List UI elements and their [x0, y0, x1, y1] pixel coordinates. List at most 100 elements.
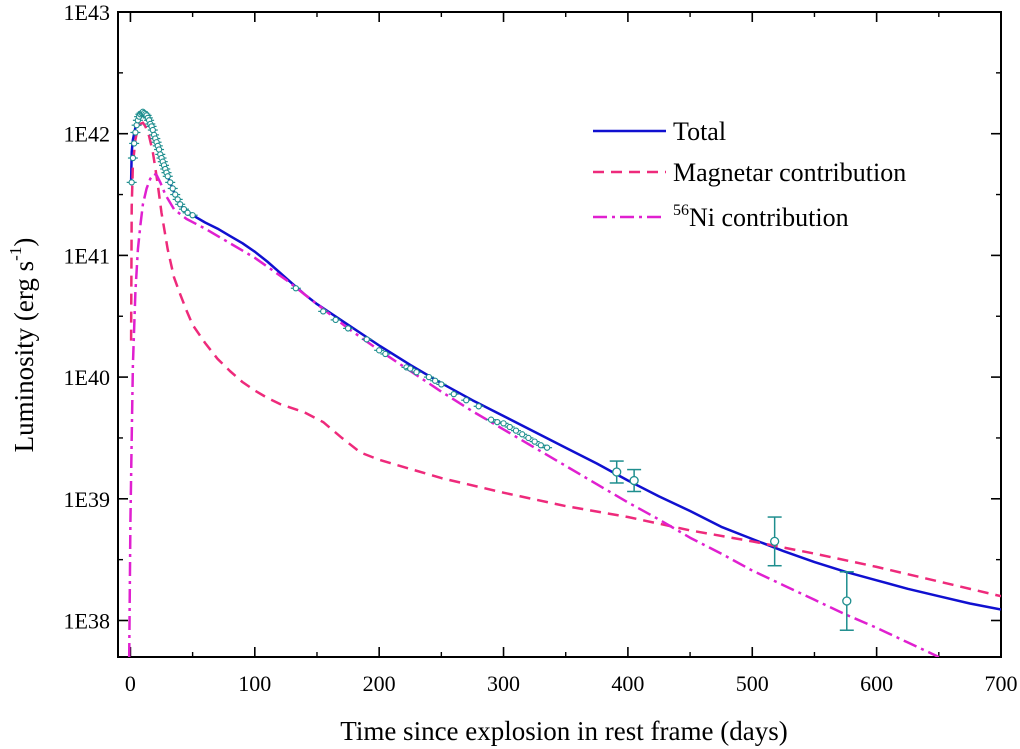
- x-tick-label: 0: [125, 671, 136, 696]
- y-axis-title-exponent: -1: [6, 247, 25, 261]
- observed-point-marker: [487, 416, 495, 423]
- y-axis-title-close: ): [9, 238, 39, 247]
- observed-point: [129, 140, 140, 147]
- observed-point-marker: [519, 431, 526, 438]
- observed-point-marker: [131, 140, 138, 147]
- y-tick-label: 1E40: [64, 365, 110, 390]
- y-tick-label: 1E39: [64, 487, 110, 512]
- y-tick-label: 1E42: [64, 122, 110, 147]
- observed-point: [529, 438, 540, 445]
- observed-point-marker: [537, 442, 544, 449]
- observed-point-marker: [382, 350, 389, 358]
- observed-point-marker: [463, 397, 470, 404]
- observed-point-marker: [180, 206, 188, 213]
- observed-point: [498, 420, 509, 427]
- x-tick-label: 100: [238, 671, 271, 696]
- observed-point-marker: [174, 196, 181, 203]
- observed-point-marker: [770, 536, 780, 547]
- observed-point-marker: [184, 209, 191, 216]
- axis-ticks: [118, 11, 1002, 657]
- observed-point: [290, 285, 301, 292]
- observed-point: [448, 390, 459, 398]
- observed-point: [165, 179, 176, 186]
- observed-point: [423, 373, 434, 381]
- observed-point-marker: [363, 336, 370, 343]
- observed-point-marker: [132, 129, 139, 136]
- observed-point: [130, 129, 141, 136]
- observed-point: [504, 423, 515, 431]
- observed-point: [178, 206, 189, 213]
- observed-point-errorbar: [839, 571, 854, 631]
- observed-point-marker: [475, 403, 482, 410]
- observed-point-marker: [438, 381, 445, 388]
- legend-ni56-text: Ni contribution: [689, 203, 849, 232]
- x-tick-label: 200: [363, 671, 396, 696]
- observed-point-marker: [494, 418, 501, 426]
- observed-point: [380, 350, 391, 358]
- x-tick-label: 400: [611, 671, 644, 696]
- observed-point: [361, 336, 372, 343]
- observed-point-marker: [129, 154, 137, 162]
- x-tick-label: 300: [487, 671, 520, 696]
- observed-point-marker: [525, 434, 532, 442]
- observed-point: [127, 154, 138, 162]
- x-tick-label: 700: [985, 671, 1018, 696]
- observed-point: [318, 308, 329, 315]
- observed-point: [517, 431, 528, 438]
- x-tick-label: 500: [736, 671, 769, 696]
- observed-point-marker: [425, 373, 433, 381]
- observed-point-marker: [450, 390, 457, 398]
- observed-point: [411, 369, 422, 376]
- observed-point: [461, 397, 472, 404]
- x-axis-title: Time since explosion in rest frame (days…: [340, 716, 787, 746]
- observed-point-marker: [407, 365, 414, 372]
- observed-point-marker: [172, 191, 179, 198]
- y-tick-label: 1E43: [64, 0, 110, 25]
- observed-points: [126, 108, 854, 631]
- observed-point: [167, 185, 178, 192]
- observed-point: [161, 169, 172, 176]
- observed-point-marker: [431, 377, 439, 384]
- observed-point-marker: [842, 596, 852, 606]
- observed-point-marker: [177, 201, 184, 208]
- observed-point-marker: [320, 308, 327, 315]
- observed-point: [175, 201, 186, 208]
- y-axis-title: Luminosity (erg s-1): [6, 238, 39, 453]
- observed-point-marker: [169, 185, 176, 192]
- observed-point: [172, 196, 183, 203]
- observed-point-errorbar: [767, 516, 782, 567]
- observed-point-marker: [128, 179, 135, 186]
- axis-tick-labels: 0 100 200 300 400 500 600 700 1E38 1E39 1E40 1E41 1E…: [64, 0, 1018, 696]
- plot-frame: [117, 11, 1002, 658]
- observed-point: [473, 403, 484, 410]
- observed-point: [405, 365, 416, 372]
- observed-point: [486, 416, 497, 423]
- observed-point: [330, 316, 341, 324]
- observed-point: [430, 377, 441, 384]
- observed-point-marker: [332, 316, 339, 324]
- observed-point: [510, 427, 521, 434]
- legend-label-magnetar: Magnetar contribution: [673, 158, 906, 187]
- observed-point-marker: [189, 212, 196, 219]
- observed-point: [126, 179, 137, 186]
- observed-point-marker: [531, 438, 538, 445]
- observed-point: [542, 444, 553, 451]
- y-tick-label: 1E38: [64, 608, 110, 633]
- observed-point: [187, 212, 198, 219]
- legend-label-ni56: 56Ni contribution: [673, 202, 849, 232]
- x-tick-label: 600: [860, 671, 893, 696]
- observed-point: [162, 173, 173, 180]
- observed-point-marker: [506, 423, 513, 431]
- model-curves: [127, 110, 1001, 657]
- 56ni-contribution-curve: [127, 172, 940, 657]
- observed-point: [436, 381, 447, 388]
- legend: Total Magnetar contribution 56Ni contrib…: [593, 117, 906, 232]
- observed-point-marker: [167, 179, 174, 186]
- observed-point-marker: [543, 444, 551, 451]
- observed-point-marker: [612, 467, 622, 477]
- observed-point-marker: [164, 173, 171, 180]
- observed-point: [374, 347, 385, 354]
- observed-point-marker: [500, 420, 507, 427]
- observed-point-marker: [376, 347, 383, 354]
